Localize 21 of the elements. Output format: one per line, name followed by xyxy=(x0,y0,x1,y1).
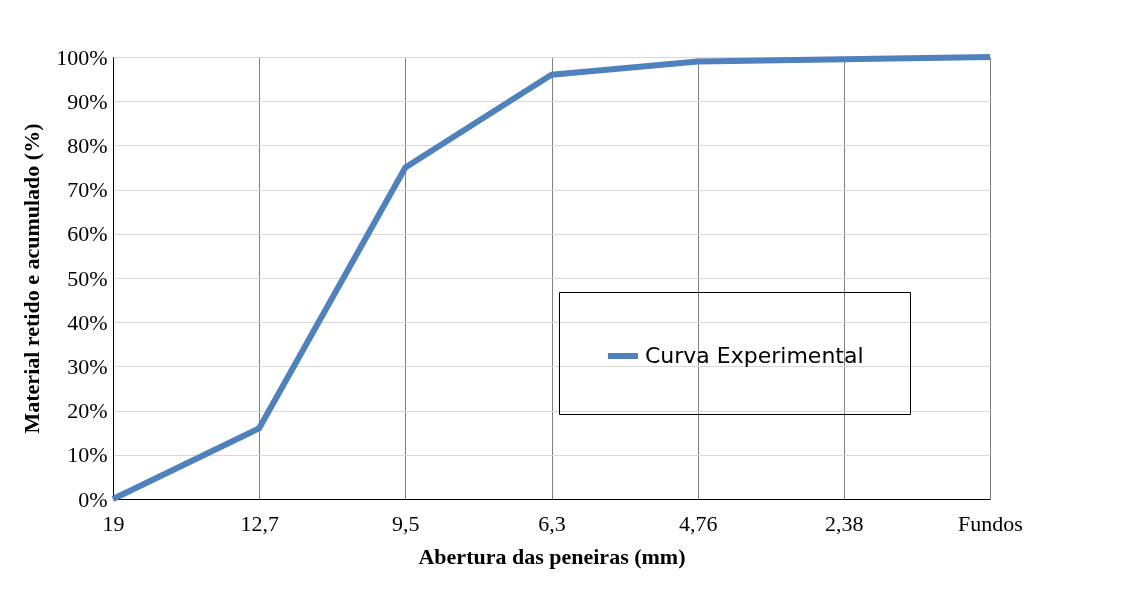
x-axis-title: Abertura das peneiras (mm) xyxy=(418,543,686,569)
y-tick-label: 20% xyxy=(67,398,108,424)
y-tick-label: 0% xyxy=(78,486,108,512)
y-tick-label: 40% xyxy=(67,309,108,335)
x-tick-label: 19 xyxy=(102,510,125,536)
y-tick-label: 100% xyxy=(56,44,108,70)
x-tick-label: 2,38 xyxy=(825,510,864,536)
y-axis-title: Material retido e acumulado (%) xyxy=(19,123,45,434)
y-tick-label: 80% xyxy=(67,132,108,158)
x-tick-label: 12,7 xyxy=(240,510,279,536)
x-tick-label: 6,3 xyxy=(538,510,566,536)
y-tick-label: 10% xyxy=(67,442,108,468)
legend-label: Curva Experimental xyxy=(645,343,864,368)
y-tick-label: 70% xyxy=(67,177,108,203)
y-tick-label: 90% xyxy=(67,88,108,114)
x-tick-label: 4,76 xyxy=(678,510,718,536)
y-tick-label: 50% xyxy=(67,265,108,291)
x-tick-label: Fundos xyxy=(958,510,1023,536)
y-tick-label: 30% xyxy=(67,353,108,379)
y-tick-label: 60% xyxy=(67,221,108,247)
x-tick-label: 9,5 xyxy=(392,510,420,536)
